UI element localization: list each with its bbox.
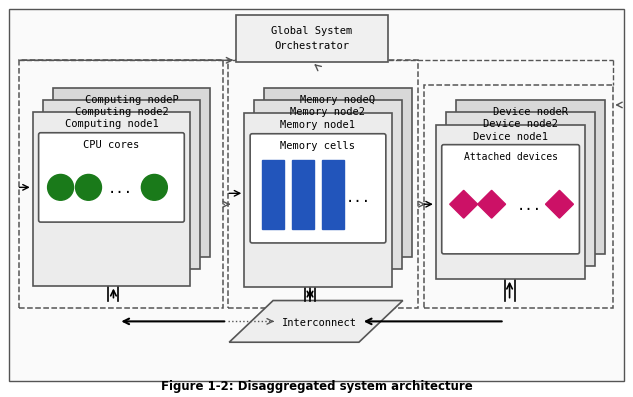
Text: Orchestrator: Orchestrator xyxy=(275,41,349,51)
Bar xyxy=(264,88,412,257)
Bar xyxy=(446,112,596,266)
FancyBboxPatch shape xyxy=(250,134,386,243)
Polygon shape xyxy=(478,190,506,218)
Text: Memory node2: Memory node2 xyxy=(291,107,365,117)
Circle shape xyxy=(141,174,167,200)
Text: ...: ... xyxy=(517,199,542,213)
Text: ...: ... xyxy=(346,191,370,205)
FancyBboxPatch shape xyxy=(39,133,184,222)
Bar xyxy=(18,60,223,308)
Text: Device node1: Device node1 xyxy=(473,132,548,142)
Bar xyxy=(423,85,613,308)
Text: Memory nodeQ: Memory nodeQ xyxy=(301,95,375,105)
Bar xyxy=(436,125,586,279)
Text: Interconnect: Interconnect xyxy=(282,318,356,328)
Polygon shape xyxy=(449,190,478,218)
FancyBboxPatch shape xyxy=(442,145,579,254)
Text: Computing node2: Computing node2 xyxy=(75,107,168,117)
Bar xyxy=(236,15,388,62)
Bar xyxy=(262,160,284,229)
Circle shape xyxy=(75,174,101,200)
Text: Memory node1: Memory node1 xyxy=(280,120,356,130)
Polygon shape xyxy=(546,190,573,218)
Bar xyxy=(33,112,191,286)
Bar xyxy=(292,160,314,229)
Bar xyxy=(42,100,200,269)
Text: Device nodeR: Device nodeR xyxy=(493,107,568,117)
Text: Attached devices: Attached devices xyxy=(463,152,558,162)
Text: ...: ... xyxy=(108,182,133,197)
Bar xyxy=(228,60,418,308)
Text: Figure 1-2: Disaggregated system architecture: Figure 1-2: Disaggregated system archite… xyxy=(161,380,472,393)
Bar xyxy=(322,160,344,229)
Text: Computing nodeP: Computing nodeP xyxy=(85,95,179,105)
Bar xyxy=(53,88,210,257)
Bar xyxy=(456,100,605,254)
Bar xyxy=(254,100,402,269)
Text: Computing node1: Computing node1 xyxy=(65,119,158,129)
Circle shape xyxy=(47,174,73,200)
Polygon shape xyxy=(229,301,403,342)
Text: CPU cores: CPU cores xyxy=(84,140,139,150)
Text: Global System: Global System xyxy=(272,27,353,37)
Text: Memory cells: Memory cells xyxy=(280,141,356,150)
Bar xyxy=(244,113,392,287)
Text: Device node2: Device node2 xyxy=(483,119,558,129)
